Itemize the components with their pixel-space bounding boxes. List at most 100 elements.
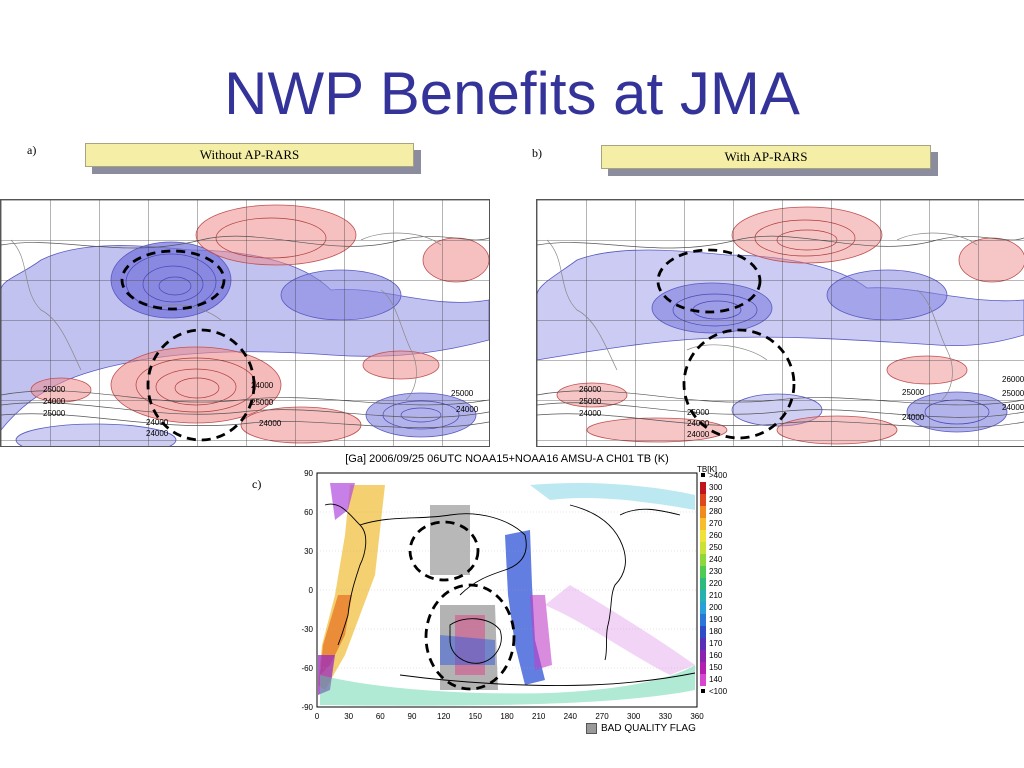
colorbar-label: 190 [709, 615, 723, 624]
panel-b-highlight-circles [656, 248, 796, 440]
colorbar-label: 280 [709, 507, 723, 516]
colorbar-swatch [700, 602, 706, 614]
panel-b-map-svg: 26000 25000 24000 25000 24000 24000 2500… [537, 200, 1024, 446]
colorbar-swatch [700, 674, 706, 686]
colorbar-label: 170 [709, 639, 723, 648]
colorbar-swatch [701, 689, 705, 693]
colorbar-swatch [700, 554, 706, 566]
panel-c-x-ticks: 0 30 60 90 120 150 180 210 240 270 300 3… [315, 712, 704, 721]
panel-a-contour-label: 24000 [146, 429, 169, 438]
colorbar-swatch [700, 578, 706, 590]
colorbar-label: 200 [709, 603, 723, 612]
panel-b-contour-label: 26000 [579, 385, 602, 394]
panel-a-label: Without AP-RARS [85, 143, 414, 167]
colorbar-swatch [700, 518, 706, 530]
y-tick-label: -60 [301, 664, 313, 673]
colorbar-swatch [700, 614, 706, 626]
panel-b-contour-label: 24000 [687, 419, 710, 428]
panel-a-letter: a) [27, 143, 37, 157]
panel-a-contour-label: 24000 [251, 381, 274, 390]
panel-b-contour-label: 24000 [687, 430, 710, 439]
panel-b-contour-label: 24000 [902, 413, 925, 422]
panel-b-contour-label: 24000 [579, 409, 602, 418]
panel-a-contour-label: 24000 [146, 418, 169, 427]
colorbar-label: 180 [709, 627, 723, 636]
panel-c-highlight-circles [408, 520, 516, 691]
x-tick-label: 90 [408, 712, 417, 721]
panel-c-circle-south [424, 583, 516, 691]
colorbar-label: 270 [709, 519, 723, 528]
x-tick-label: 150 [469, 712, 483, 721]
colorbar-label: 250 [709, 543, 723, 552]
slide-title: NWP Benefits at JMA [224, 60, 800, 127]
panel-a-contour-label: 25000 [43, 409, 66, 418]
colorbar-label: 260 [709, 531, 723, 540]
x-tick-label: 60 [376, 712, 385, 721]
bad-quality-label: BAD QUALITY FLAG [601, 723, 696, 734]
colorbar-swatch [700, 590, 706, 602]
panel-c-coastlines [324, 503, 696, 686]
colorbar-label: 230 [709, 567, 723, 576]
panel-b-circle-south [682, 328, 796, 440]
colorbar-swatch [700, 638, 706, 650]
colorbar-unit: TB[K] [697, 465, 717, 474]
y-tick-label: 90 [304, 469, 313, 478]
colorbar-swatch [700, 626, 706, 638]
colorbar-swatch [700, 482, 706, 494]
panel-b-contour-label: 26000 [1002, 375, 1024, 384]
colorbar-label: >400 [709, 471, 728, 480]
y-tick-label: 60 [304, 508, 313, 517]
y-tick-label: 30 [304, 547, 313, 556]
panel-a-map: 25000 24000 25000 24000 24000 24000 2500… [0, 199, 490, 447]
y-tick-label: -90 [301, 703, 313, 712]
panel-a-contour-label: 24000 [43, 397, 66, 406]
colorbar-swatch [700, 506, 706, 518]
colorbar-label: 300 [709, 483, 723, 492]
panel-a-contour-label: 25000 [43, 385, 66, 394]
y-tick-label: -30 [301, 625, 313, 634]
colorbar-label: 220 [709, 579, 723, 588]
panel-a-circle-south [146, 328, 256, 442]
bad-quality-legend: BAD QUALITY FLAG [586, 723, 696, 734]
x-tick-label: 30 [344, 712, 353, 721]
panel-a-contour-label: 24000 [456, 405, 479, 414]
colorbar-label: 150 [709, 663, 723, 672]
x-tick-label: 210 [532, 712, 546, 721]
x-tick-label: 240 [564, 712, 578, 721]
panel-c-letter: c) [252, 477, 262, 491]
colorbar-swatch [700, 566, 706, 578]
panel-a-map-svg: 25000 24000 25000 24000 24000 24000 2500… [1, 200, 489, 446]
panel-c-colorbar: >400 300 290 280 270 260 250 240 230 220 210 200 190… [700, 471, 728, 696]
x-tick-label: 300 [627, 712, 641, 721]
x-tick-label: 360 [690, 712, 704, 721]
colorbar-swatch [700, 494, 706, 506]
bad-quality-swatch [586, 723, 597, 734]
x-tick-label: 120 [437, 712, 451, 721]
panel-a-highlight-circles [120, 249, 256, 442]
colorbar-label: <100 [709, 687, 728, 696]
colorbar-swatch [701, 473, 705, 477]
panel-b-label: With AP-RARS [601, 145, 931, 169]
colorbar-label: 240 [709, 555, 723, 564]
panel-b-contour-label: 25000 [579, 397, 602, 406]
colorbar-label: 140 [709, 675, 723, 684]
panel-b-contour-label: 25000 [1002, 389, 1024, 398]
colorbar-swatch [700, 542, 706, 554]
panel-b-contour-label: 24000 [1002, 403, 1024, 412]
colorbar-label: 210 [709, 591, 723, 600]
panel-c-y-ticks: 90 60 30 0 -30 -60 -90 [301, 469, 313, 712]
panel-c-circle-north [408, 520, 480, 582]
panel-c-swaths [318, 483, 695, 706]
x-tick-label: 180 [500, 712, 514, 721]
colorbar-swatch [700, 662, 706, 674]
y-tick-label: 0 [309, 586, 314, 595]
x-tick-label: 0 [315, 712, 320, 721]
panel-a-circle-north [120, 249, 226, 311]
panel-a-contour-label: 25000 [451, 389, 474, 398]
panel-c-title: [Ga] 2006/09/25 06UTC NOAA15+NOAA16 AMSU… [345, 453, 669, 465]
colorbar-label: 160 [709, 651, 723, 660]
panel-b-circle-north [656, 248, 762, 314]
panel-a-contour-label: 24000 [259, 419, 282, 428]
panel-a-contour-label: 25000 [251, 398, 274, 407]
panel-b-contour-label: 25000 [687, 408, 710, 417]
